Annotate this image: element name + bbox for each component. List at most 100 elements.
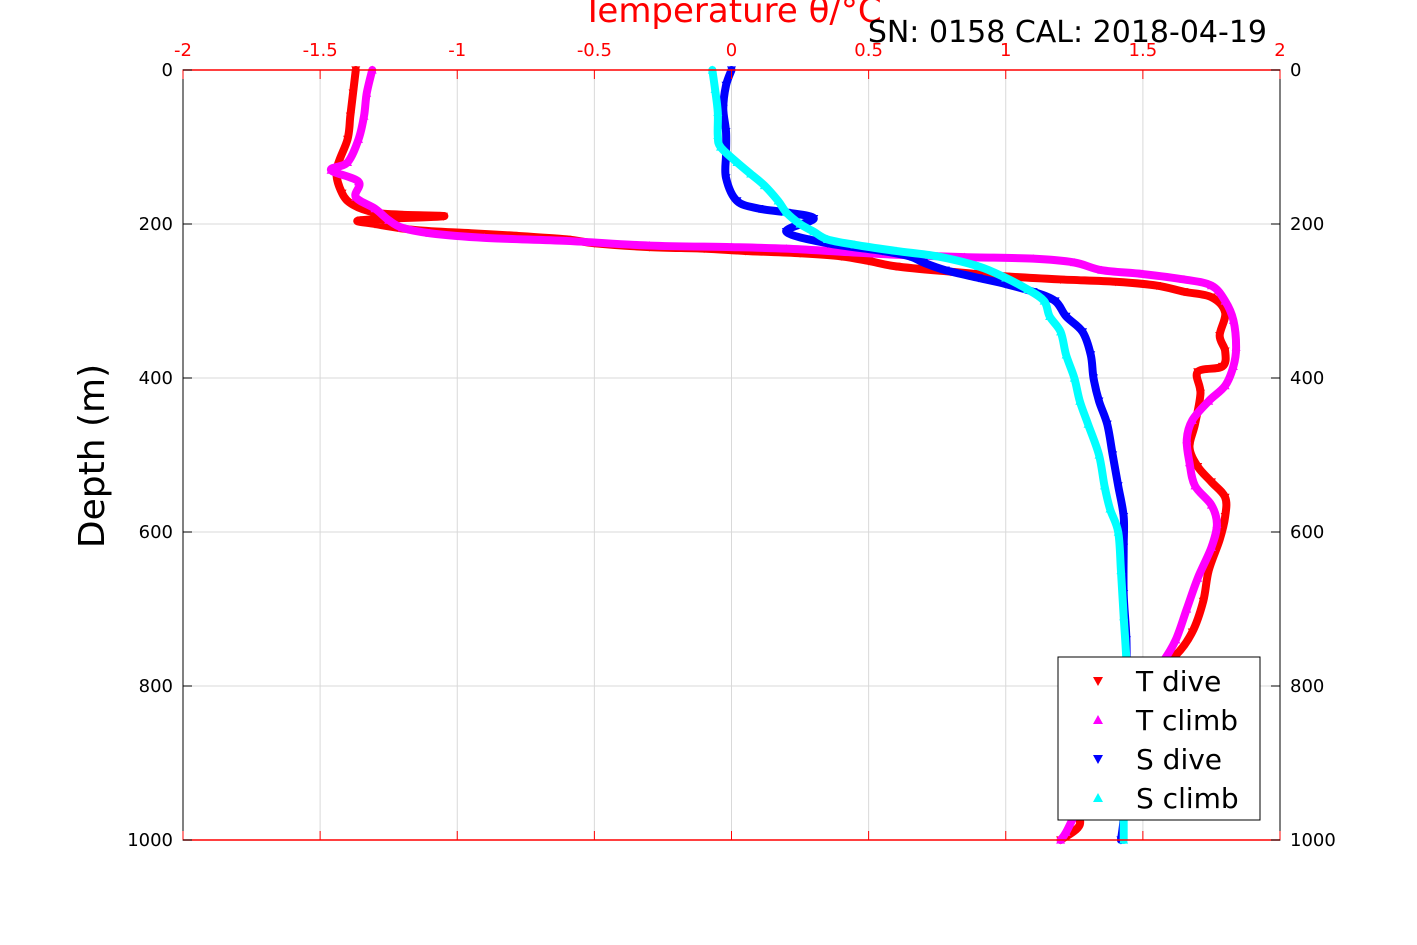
data-point xyxy=(1069,258,1079,267)
y-tick-label-left: 800 xyxy=(139,676,173,697)
data-point xyxy=(1113,482,1123,491)
legend-marker xyxy=(1093,793,1103,802)
data-point xyxy=(1182,604,1192,613)
legend-entry-label: S dive xyxy=(1136,743,1222,776)
data-point xyxy=(1001,273,1011,282)
data-point xyxy=(713,107,723,116)
data-point xyxy=(1212,519,1222,528)
data-point xyxy=(1206,281,1216,290)
data-point xyxy=(864,257,874,266)
x-tick-label: 2 xyxy=(1274,40,1285,61)
data-point xyxy=(1220,347,1230,356)
data-point xyxy=(891,262,901,271)
data-point xyxy=(1206,293,1216,302)
data-point xyxy=(1023,284,1033,294)
data-point xyxy=(1097,265,1107,274)
legend-marker xyxy=(1093,715,1103,724)
data-point xyxy=(1075,396,1085,405)
data-point xyxy=(397,211,407,220)
data-point xyxy=(562,236,572,245)
data-point xyxy=(343,135,353,144)
data-point xyxy=(1204,566,1214,575)
data-point xyxy=(713,130,723,140)
data-point xyxy=(1215,332,1225,341)
data-point xyxy=(822,234,832,243)
y-axis-label: Depth (m) xyxy=(72,364,113,548)
data-point xyxy=(356,216,366,225)
y-tick-label-left: 200 xyxy=(139,214,173,235)
legend-marker xyxy=(1093,755,1103,764)
data-point xyxy=(1061,827,1071,836)
data-point xyxy=(1061,312,1071,321)
data-point xyxy=(773,196,783,205)
data-point xyxy=(1056,327,1066,336)
data-point xyxy=(384,215,394,224)
data-point xyxy=(1089,374,1099,383)
data-point xyxy=(1204,396,1214,405)
data-point xyxy=(644,241,654,250)
data-point xyxy=(795,219,805,228)
data-point xyxy=(370,220,380,229)
legend-box xyxy=(1057,656,1261,821)
data-point xyxy=(1050,297,1060,306)
data-point xyxy=(1228,315,1238,324)
data-point xyxy=(1039,296,1049,305)
data-point xyxy=(1195,389,1205,398)
legend-entry-label: S climb xyxy=(1136,782,1239,815)
data-point xyxy=(732,197,742,206)
legend-marker xyxy=(1093,677,1103,686)
data-point xyxy=(1217,362,1227,371)
data-point xyxy=(1119,513,1129,522)
data-point xyxy=(348,89,358,98)
y-tick-label-left: 600 xyxy=(139,522,173,543)
data-point xyxy=(397,223,407,232)
y-tick-label-left: 0 xyxy=(162,60,173,81)
x-tick-label: -2 xyxy=(174,40,192,61)
data-point xyxy=(1193,368,1203,377)
data-point xyxy=(1220,296,1230,305)
data-point xyxy=(1179,274,1189,284)
data-point xyxy=(1179,288,1189,297)
data-point xyxy=(1056,275,1066,284)
data-point xyxy=(1193,462,1203,472)
data-point xyxy=(1206,478,1216,487)
y-tick-label-left: 1000 xyxy=(127,830,173,851)
data-point xyxy=(1152,282,1162,291)
data-point xyxy=(354,134,364,143)
x-tick-label: 0 xyxy=(726,40,737,61)
data-point xyxy=(973,261,983,270)
data-point xyxy=(343,157,353,166)
x-tick-label: 1.5 xyxy=(1129,40,1158,61)
data-point xyxy=(1045,311,1055,320)
data-point xyxy=(1094,450,1104,459)
y-tick-label-right: 800 xyxy=(1290,676,1324,697)
data-point xyxy=(1069,373,1079,382)
data-point xyxy=(1119,612,1129,621)
data-point xyxy=(781,228,791,237)
data-point xyxy=(1138,269,1148,278)
data-point xyxy=(1105,504,1115,513)
data-point xyxy=(1028,254,1038,263)
legend-entry-label: T dive xyxy=(1135,665,1221,698)
data-point xyxy=(354,177,364,186)
y-tick-label-right: 1000 xyxy=(1290,830,1336,851)
data-point xyxy=(721,81,731,90)
data-point xyxy=(727,242,736,251)
data-point xyxy=(809,227,819,236)
data-point xyxy=(480,233,490,242)
data-point xyxy=(781,244,791,253)
y-tick-label-right: 400 xyxy=(1290,368,1324,389)
y-tick-label-right: 600 xyxy=(1290,522,1324,543)
data-point xyxy=(337,189,347,198)
data-point xyxy=(918,258,928,267)
data-point xyxy=(326,165,336,174)
data-point xyxy=(425,228,435,237)
data-point xyxy=(732,157,742,166)
serial-calibration-annotation: SN: 0158 CAL: 2018-04-19 xyxy=(868,15,1267,50)
data-point xyxy=(1094,397,1104,406)
data-point xyxy=(1110,278,1120,287)
data-point xyxy=(1171,635,1181,644)
chart-title: Temperature θ/°C xyxy=(581,0,881,31)
